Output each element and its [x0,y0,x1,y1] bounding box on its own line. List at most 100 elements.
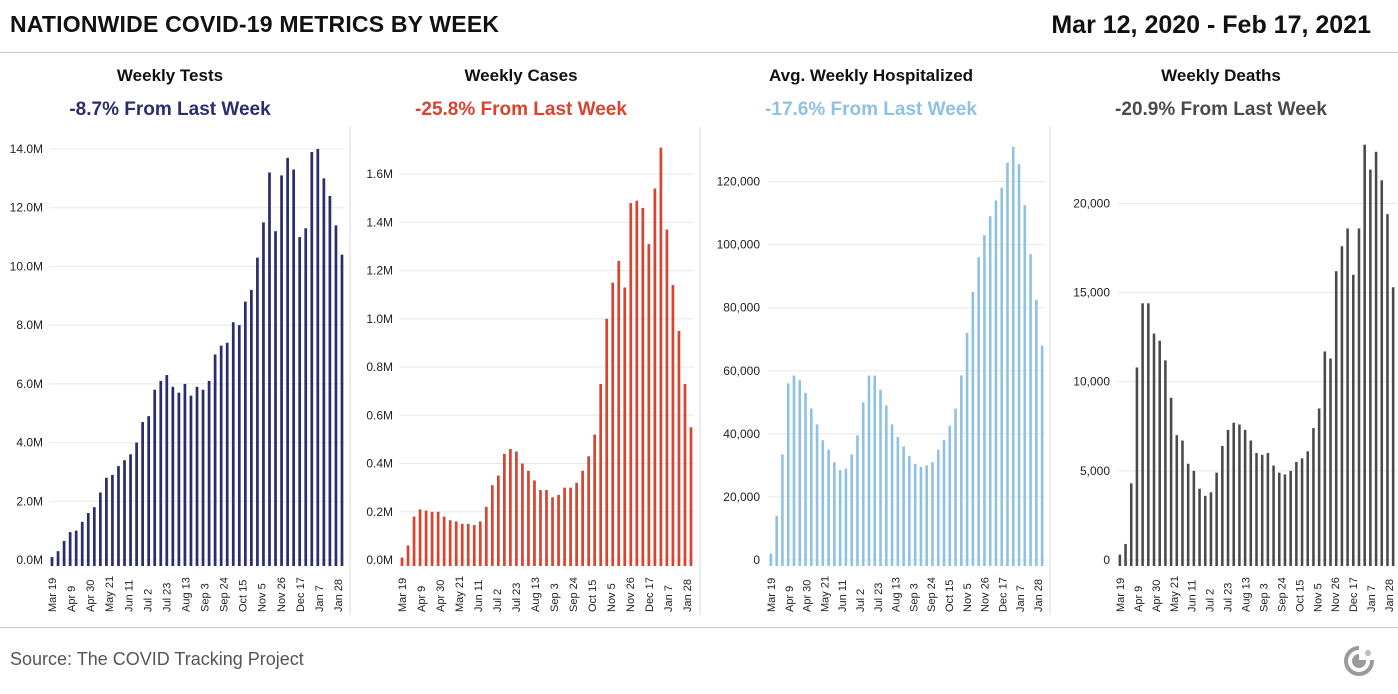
bar [201,389,205,566]
x-tick-label: Jan 7 [663,585,675,612]
bar [521,463,524,566]
panel-change: -8.7% From Last Week [69,99,271,120]
bar [617,260,621,566]
x-tick-label: Nov 26 [980,577,992,612]
bar [1323,351,1327,566]
bar [412,516,416,566]
bar [1260,454,1264,566]
x-tick-label: Dec 17 [1348,577,1360,612]
bar [123,460,126,566]
bar [1277,472,1281,566]
x-tick-label: Jul 2 [492,589,504,612]
bar [298,237,302,566]
y-tick-label: 10,000 [1073,375,1110,389]
bar [105,477,108,566]
bar [322,178,326,567]
bar [460,523,464,566]
y-tick-label: 8.0M [16,318,43,332]
y-tick-label: 10.0M [10,259,43,273]
bar [988,216,992,567]
bar [539,490,542,566]
bar [587,456,590,566]
bar [873,375,877,566]
x-tick-label: Apr 30 [85,580,97,612]
bar [1312,428,1315,566]
bar [171,386,175,566]
bar [798,380,802,566]
bar [177,392,181,566]
x-tick-label: May 21 [104,576,116,612]
bar [1023,205,1027,566]
bar [466,523,470,566]
bar [919,466,923,566]
bar [1035,299,1038,566]
x-tick-label: Oct 15 [238,580,250,612]
bar [809,408,813,566]
x-tick-label: Apr 30 [435,580,447,612]
bar [86,513,90,566]
x-tick-label: Sep 3 [549,583,561,612]
bar [189,395,193,566]
bar [1249,440,1253,566]
bar [496,475,500,566]
y-tick-label: 2.0M [16,494,43,508]
bar [593,434,597,566]
y-tick-label: 5,000 [1080,464,1110,478]
x-tick-label: Aug 13 [180,577,192,612]
x-tick-label: May 21 [819,576,831,612]
y-tick-label: 40,000 [723,427,760,441]
bar [454,521,458,566]
bar [867,375,871,566]
bar [1129,483,1133,566]
bar [153,389,157,566]
bar [1272,465,1275,566]
bar [340,254,344,566]
panel-title: Weekly Tests [116,66,224,85]
x-tick-label: Apr 9 [784,586,796,612]
bar [833,462,836,566]
x-tick-label: Nov 26 [276,577,288,612]
bar [448,520,452,566]
x-tick-label: Aug 13 [1241,577,1253,612]
y-tick-label: 20,000 [723,490,760,504]
bar [92,507,96,566]
y-tick-label: 0.0M [366,553,393,567]
bar [960,375,963,566]
bar [1203,495,1207,566]
bar [418,509,422,566]
bar [677,330,681,566]
y-tick-label: 1.4M [366,215,393,229]
panel-header-hospitalized: Avg. Weekly Hospitalized -17.6% From Las… [701,56,1041,121]
bar [1283,474,1287,566]
chart-1: 0.0M 2.0M 4.0M 6.0M 8.0M 10.0M 12.0M 14.0M Mar 1… [10,127,351,615]
x-tick-label: Mar 19 [397,578,409,612]
bar [925,465,928,566]
panel-title: Weekly Cases [464,66,578,85]
bar [971,291,975,566]
x-tick-label: Nov 5 [606,583,618,612]
bar [545,490,548,566]
bar [1255,453,1258,566]
bar [195,386,199,566]
bar [280,175,283,567]
bar [304,228,308,566]
bar [262,222,265,566]
bar [890,424,894,566]
x-tick-label: Sep 24 [1276,577,1288,612]
x-tick-label: Sep 3 [200,583,212,612]
x-tick-label: Jul 2 [1205,589,1217,612]
bar [902,446,905,566]
bar [838,470,842,566]
bar [1369,169,1372,567]
bar [1289,470,1292,566]
y-tick-label: 0 [753,553,760,567]
bar [575,482,578,566]
bar [213,354,217,566]
bar [1238,424,1241,566]
x-tick-label: Sep 3 [1258,583,1270,612]
x-tick-label: Sep 3 [908,583,920,612]
bar [1011,146,1015,566]
y-tick-label: 0 [1103,553,1110,567]
x-tick-label: Nov 26 [625,577,637,612]
x-tick-label: Jul 2 [855,589,867,612]
